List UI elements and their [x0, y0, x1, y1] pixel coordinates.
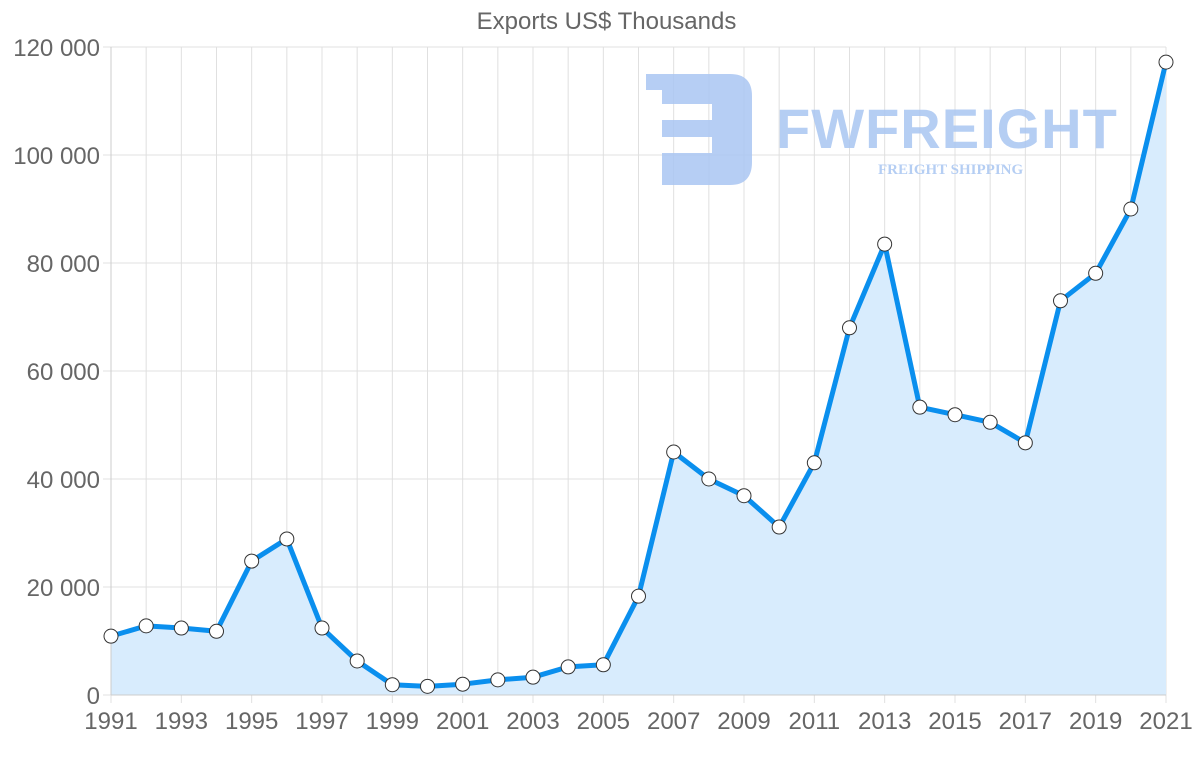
- x-tick-label: 2019: [1069, 708, 1122, 735]
- data-point[interactable]: [631, 588, 646, 604]
- data-point[interactable]: [279, 531, 295, 547]
- data-point[interactable]: [771, 519, 787, 535]
- data-point[interactable]: [736, 488, 752, 504]
- data-points: [103, 54, 1174, 694]
- axes: [110, 47, 1166, 696]
- x-tick-label: 1999: [366, 708, 419, 735]
- x-tick-label: 1995: [225, 708, 278, 735]
- data-point[interactable]: [1088, 265, 1104, 281]
- x-tick-label: 1993: [155, 708, 208, 735]
- x-tick-label: 2001: [436, 708, 489, 735]
- y-tick-label: 120 000: [13, 35, 100, 62]
- data-point[interactable]: [420, 678, 435, 694]
- y-tick-label: 20 000: [27, 575, 100, 602]
- data-point[interactable]: [455, 676, 471, 692]
- data-point[interactable]: [138, 618, 154, 634]
- x-tick-label: 2009: [717, 708, 770, 735]
- data-point[interactable]: [525, 669, 541, 685]
- data-point[interactable]: [173, 620, 189, 636]
- x-tick-label: 1997: [295, 708, 348, 735]
- data-point[interactable]: [244, 553, 260, 569]
- area-fill: [111, 62, 1166, 696]
- data-point[interactable]: [701, 471, 717, 487]
- data-point[interactable]: [490, 672, 506, 688]
- data-point[interactable]: [1053, 293, 1068, 309]
- data-point[interactable]: [912, 399, 928, 415]
- logo-mark-icon: [646, 74, 752, 185]
- y-tick-label: 100 000: [13, 143, 100, 170]
- x-tick-label: 1991: [84, 708, 137, 735]
- x-tick-label: 2013: [858, 708, 911, 735]
- x-tick-label: 2021: [1139, 708, 1192, 735]
- data-point[interactable]: [842, 320, 857, 336]
- watermark-logo: FWFREIGHT FREIGHT SHIPPING: [646, 74, 1118, 185]
- data-point[interactable]: [806, 455, 822, 471]
- x-tick-label: 2003: [506, 708, 559, 735]
- data-point[interactable]: [947, 407, 963, 423]
- x-tick-label: 2015: [928, 708, 981, 735]
- data-point[interactable]: [349, 653, 365, 669]
- y-tick-label: 80 000: [27, 251, 100, 278]
- data-point[interactable]: [666, 444, 682, 460]
- x-tick-label: 2007: [647, 708, 700, 735]
- data-point[interactable]: [982, 414, 998, 430]
- watermark-tagline: FREIGHT SHIPPING: [878, 162, 1023, 178]
- chart-title: Exports US$ Thousands: [476, 8, 737, 35]
- data-point[interactable]: [384, 677, 400, 693]
- data-point[interactable]: [1123, 201, 1139, 217]
- y-tick-label: 60 000: [27, 359, 100, 386]
- x-tick-label: 2005: [577, 708, 630, 735]
- data-point[interactable]: [1158, 54, 1174, 70]
- data-point[interactable]: [1017, 435, 1033, 451]
- x-tick-label: 2017: [999, 708, 1052, 735]
- watermark-brand: FWFREIGHT: [776, 97, 1118, 160]
- y-tick-label: 40 000: [27, 467, 100, 494]
- x-tick-label: 2011: [789, 708, 841, 735]
- data-point[interactable]: [595, 657, 611, 673]
- data-point[interactable]: [209, 623, 224, 639]
- data-point[interactable]: [103, 628, 119, 644]
- y-tick-label: 0: [87, 683, 100, 710]
- data-point[interactable]: [877, 236, 893, 252]
- data-point[interactable]: [314, 620, 330, 636]
- data-point[interactable]: [560, 659, 576, 675]
- y-axis-labels: 0 20 000 40 000 60 000 80 000 100 000 120 000: [13, 35, 100, 710]
- x-axis-labels: 1991 1993 1995 1997 1999 2001 2003 2005 2007 2009…: [84, 708, 1192, 735]
